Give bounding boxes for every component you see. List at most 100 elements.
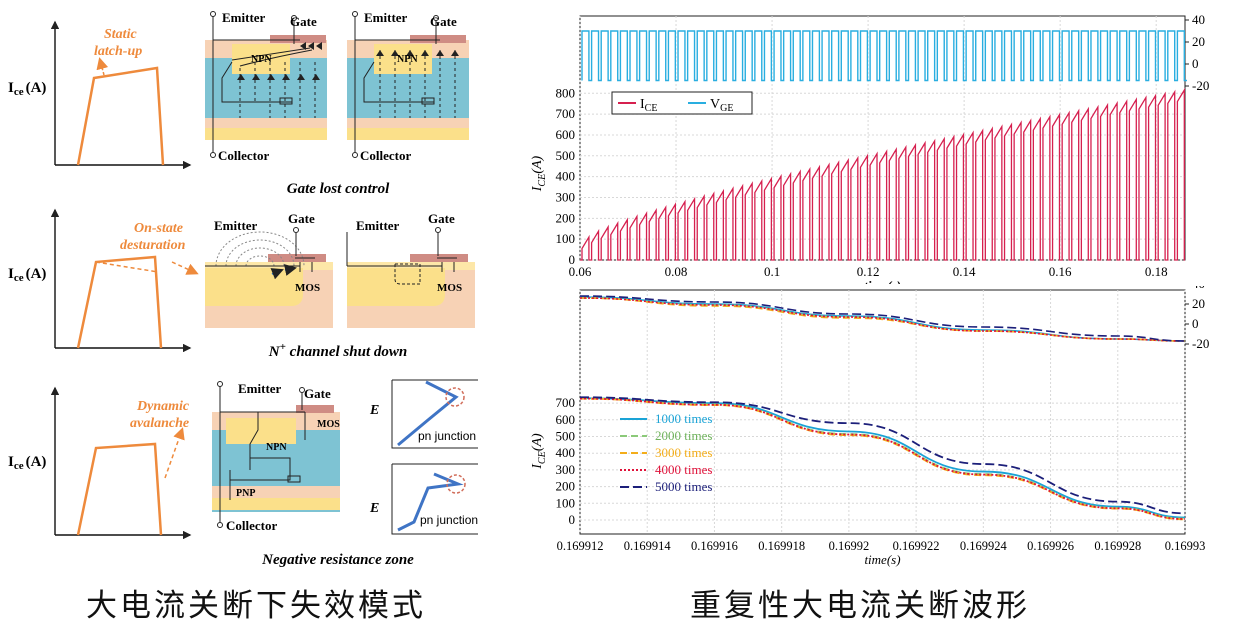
ice-curve-3 [76,442,163,536]
x-tick-label: 0.169928 [1094,539,1141,553]
y-tick-label: 800 [556,85,576,100]
right-tick-label: 20 [1192,34,1205,49]
caption-failure-modes: 大电流关断下失效模式 [86,588,426,624]
label-mos-3: MOS [317,419,340,430]
label-e-top: E [369,403,379,418]
y-tick-label: 500 [556,148,576,163]
y-tick-label: 500 [556,429,576,444]
annotation-static: Static [104,27,137,42]
y-tick-label: 300 [556,462,576,477]
x-tick-label: 0.1 [764,264,780,279]
series-vge [581,30,1187,82]
ice-curve-1 [76,66,165,166]
right-tick-label: 40 [1192,12,1205,27]
x-tick-label: 0.08 [665,264,688,279]
y-tick-label: 0 [569,252,576,267]
label-e-bottom: E [369,501,379,516]
label-gate-1a: Gate [290,14,317,29]
ice-line [579,396,1186,515]
label-npn-3: NPN [266,442,287,453]
caption-negative-resistance-zone: Negative resistance zone [261,552,414,568]
label-npn-1b: NPN [397,54,418,65]
x-tick-label: 0.169918 [758,539,805,553]
label-collector-3: Collector [226,518,277,533]
plot-frame [579,15,1186,261]
label-emitter-2a: Emitter [214,218,258,233]
x-tick-label: 0.12 [857,264,880,279]
legend-label: 2000 times [655,428,712,443]
device-cross-section-2a: Emitter Gate MOS [205,211,333,328]
chart-turnoff-zoom: 0.169912 0.169914 0.169916 0.169918 0.16992 0… [530,286,1215,567]
row-on-state-desaturation: Ice (A) On-state desturation [8,208,475,360]
y-tick-label: 300 [556,189,576,204]
y-tick-label: 400 [556,169,576,184]
y-tick-label: 100 [556,231,576,246]
legend-label: 3000 times [655,445,712,460]
vge-line [579,297,1186,342]
row-dynamic-avalanche: Ice (A) Dynamic avalanche [8,379,478,568]
x-tick-label: 0.16992 [829,539,870,553]
x-tick-label: 0.14 [953,264,976,279]
y-axis-label-ice: ICE(A) [530,433,548,470]
efield-plot-bottom: E pn junction [369,463,478,535]
plot-frame [579,289,1186,535]
legend-label: 4000 times [655,462,712,477]
legend: 1000 times 2000 times 3000 times 4000 times… [620,411,712,494]
legend-label: ICE [640,97,657,114]
label-emitter-1b: Emitter [364,10,408,25]
efield-plot-top: E pn junction [369,379,478,449]
x-tick-label: 0.18 [1145,264,1168,279]
chart-repeated-turnoff-overview: 0.06 0.08 0.1 0.12 0.14 0.16 0.180100200300400… [530,12,1215,284]
x-tick-label: 0.169914 [624,539,672,553]
x-tick-label: 0.16993 [1165,539,1206,553]
right-tick-label: -20 [1192,78,1209,93]
x-axis-label: time(s) [864,278,901,284]
right-tick-label: -20 [1192,336,1209,351]
label-emitter-3: Emitter [238,381,282,396]
label-pnp-3: PNP [236,488,255,499]
x-tick-label: 0.169926 [1027,539,1074,553]
y-tick-label: 600 [556,127,576,142]
right-tick-label: 40 [1192,286,1205,291]
y-tick-label: 700 [556,395,576,410]
x-tick-label: 0.169922 [893,539,940,553]
label-mos-2b: MOS [437,282,462,294]
annotation-latch-up: latch-up [94,44,142,59]
x-tick-label: 0.16 [1049,264,1072,279]
device-cross-section-3: Emitter Gate MOS NPN PNP Collector [212,381,340,533]
annotation-dynamic: Dynamic [136,399,190,414]
x-tick-label: 0.06 [569,264,592,279]
ice-axis-label-3: Ice (A) [8,454,46,472]
device-cross-section-1a: Emitter Gate NPN Collector [205,10,327,163]
label-gate-2a: Gate [288,211,315,226]
x-tick-label: 0.169912 [557,539,604,553]
annotation-on-state: On-state [134,221,183,236]
y-axis-label-vge: VGE(V) [1214,302,1215,342]
label-collector-1a: Collector [218,148,269,163]
y-tick-label: 600 [556,412,576,427]
ice-curve-2 [76,255,163,349]
y-tick-label: 400 [556,445,576,460]
label-mos-2a: MOS [295,282,320,294]
y-tick-label: 200 [556,479,576,494]
y-tick-label: 0 [569,512,576,527]
ice-line [579,397,1186,520]
device-cross-section-1b: Emitter Gate NPN Collector [347,10,469,163]
annotation-avalanche: avalanche [130,416,189,431]
y-axis-label-ice: ICE(A) [530,155,548,192]
y-tick-label: 100 [556,495,576,510]
y-axis-label-vge: VGE(V) [1214,34,1215,74]
right-tick-label: 20 [1192,296,1205,311]
ice-plot-1: Ice (A) Static latch-up [8,20,192,170]
y-tick-label: 200 [556,210,576,225]
label-collector-1b: Collector [360,148,411,163]
ice-axis-label-2: Ice (A) [8,266,46,284]
right-tick-label: 0 [1192,56,1199,71]
series-4000-times [579,297,1186,520]
label-npn-1a: NPN [251,54,272,65]
right-tick-label: 0 [1192,316,1199,331]
legend-label: 1000 times [655,411,712,426]
x-axis-label: time(s) [864,552,900,567]
series-ice [580,87,1185,261]
